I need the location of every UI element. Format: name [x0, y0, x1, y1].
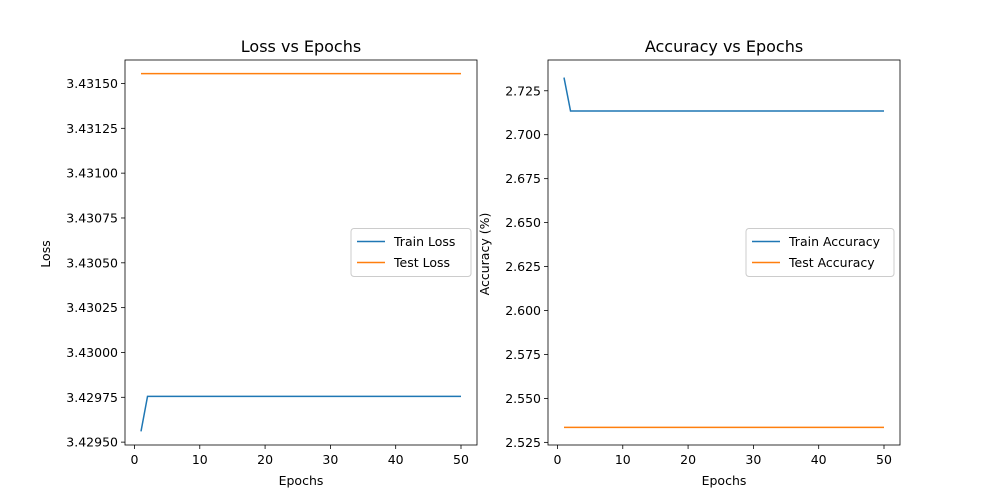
loss-y-tick-label: 3.43125 [66, 121, 118, 136]
loss-y-tick-label: 3.43075 [66, 210, 118, 225]
accuracy-plot-frame [547, 59, 901, 446]
accuracy-x-tick-label: 10 [615, 452, 631, 467]
loss-x-tick-label: 20 [257, 452, 273, 467]
accuracy-y-axis-label: Accuracy (%) [477, 213, 492, 296]
accuracy-series-line-train [563, 77, 884, 112]
loss-y-tick-label: 3.42975 [66, 390, 118, 405]
accuracy-legend-label: Test Accuracy [788, 255, 875, 270]
loss-legend: Train Loss Test Loss [350, 228, 472, 277]
accuracy-y-tick-label: 2.575 [505, 347, 541, 362]
loss-legend-box [350, 228, 472, 277]
accuracy-x-tick-label: 40 [811, 452, 827, 467]
loss-plot-frame [124, 59, 478, 446]
accuracy-x-tick-label: 50 [876, 452, 892, 467]
loss-x-tick-label: 0 [130, 452, 138, 467]
loss-y-tick-label: 3.43025 [66, 300, 118, 315]
loss-x-tick-label: 10 [192, 452, 208, 467]
loss-x-tick-label: 50 [453, 452, 469, 467]
accuracy-y-tick-label: 2.525 [505, 435, 541, 450]
loss-y-tick-label: 3.42950 [66, 435, 118, 450]
accuracy-chart-title: Accuracy vs Epochs [645, 37, 803, 56]
loss-y-tick-label: 3.43000 [66, 345, 118, 360]
accuracy-x-tick-label: 20 [680, 452, 696, 467]
accuracy-legend-box [745, 228, 895, 277]
loss-legend-label: Test Loss [393, 255, 450, 270]
accuracy-y-tick-label: 2.600 [505, 303, 541, 318]
loss-subplot: Loss vs Epochs Epochs Loss 0 10 20 30 40 50 3.… [38, 37, 478, 488]
loss-y-tick-label: 3.43150 [66, 76, 118, 91]
loss-y-axis-label: Loss [38, 240, 53, 267]
loss-series-line-train [140, 395, 461, 432]
accuracy-y-tick-label: 2.650 [505, 215, 541, 230]
accuracy-x-tick-label: 30 [745, 452, 761, 467]
accuracy-y-tick-label: 2.725 [505, 83, 541, 98]
accuracy-y-tick-label: 2.550 [505, 391, 541, 406]
loss-x-tick-label: 40 [388, 452, 404, 467]
loss-x-axis-label: Epochs [279, 473, 324, 488]
loss-chart-title: Loss vs Epochs [241, 37, 361, 56]
accuracy-x-tick-label: 0 [553, 452, 561, 467]
accuracy-y-tick-label: 2.675 [505, 171, 541, 186]
accuracy-legend: Train Accuracy Test Accuracy [745, 228, 895, 277]
accuracy-y-tick-label: 2.625 [505, 259, 541, 274]
accuracy-legend-label: Train Accuracy [788, 234, 881, 249]
loss-legend-label: Train Loss [393, 234, 455, 249]
loss-y-tick-label: 3.43100 [66, 166, 118, 181]
accuracy-subplot: Accuracy vs Epochs Epochs Accuracy (%) 0… [477, 37, 901, 488]
accuracy-x-axis-label: Epochs [702, 473, 747, 488]
loss-x-tick-label: 30 [322, 452, 338, 467]
loss-y-tick-label: 3.43050 [66, 255, 118, 270]
accuracy-y-tick-label: 2.700 [505, 127, 541, 142]
